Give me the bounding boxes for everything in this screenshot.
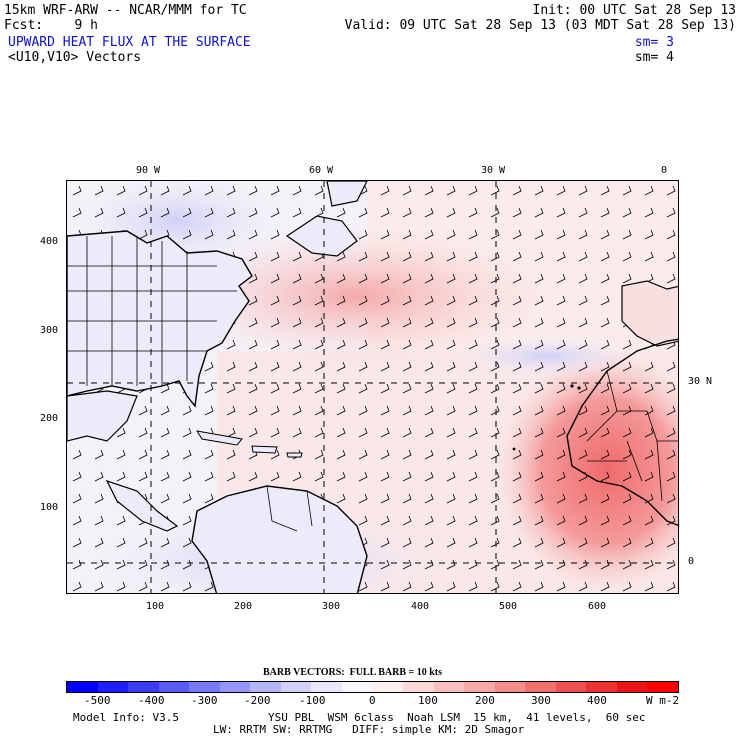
valid-time: Valid: 09 UTC Sat 28 Sep 13 (03 MDT Sat … [344,18,736,33]
color-scale-swatch [189,682,220,692]
color-scale-swatch [128,682,159,692]
level-label: 100 [418,694,438,707]
color-scale-swatch [158,682,190,692]
graticule [67,181,678,593]
y-tick-300: 300 [40,325,59,336]
field-smoothing: sm= 3 [634,35,674,50]
color-scale-swatch [311,682,342,692]
color-scale-swatch [372,682,404,692]
south-america [191,485,368,593]
lat-label-30n: 30 N [688,376,713,387]
color-scale-swatch [67,682,98,692]
color-scale-swatch [280,682,312,692]
level-label: -400 [138,694,165,707]
color-scale-swatch [586,682,617,692]
color-scale-swatch [341,682,373,692]
color-scale [66,681,679,693]
x-tick-400: 400 [411,601,430,612]
lon-label-30w: 30 W [481,165,506,176]
physics-line-1: YSU PBL WSM 6class Noah LSM 15 km, 41 le… [268,711,646,724]
x-tick-100: 100 [146,601,165,612]
color-scale-swatch [433,682,465,692]
model-info: Model Info: V3.5 [73,711,179,724]
level-label: 400 [587,694,607,707]
color-scale-swatch [555,682,587,692]
north-america [67,230,253,408]
color-scale-swatch [219,682,251,692]
model-title: 15km WRF-ARW -- NCAR/MMM for TC [4,3,247,18]
x-tick-200: 200 [234,601,253,612]
field-title: UPWARD HEAT FLUX AT THE SURFACE [8,35,251,50]
init-time: Init: 00 UTC Sat 28 Sep 13 [532,3,737,18]
color-scale-swatch [616,682,648,692]
color-scale-swatch [403,682,434,692]
vector-title: <U10,V10> Vectors [8,50,142,65]
level-label: -100 [299,694,326,707]
units-label: W m-2 [646,694,680,707]
x-tick-500: 500 [499,601,518,612]
barb-legend-title: BARB VECTORS: FULL BARB = 10 kts [263,667,442,678]
lat-label-0: 0 [688,556,695,567]
color-scale-swatch [250,682,281,692]
heat-flux-map [66,180,679,594]
level-label: 200 [475,694,495,707]
color-scale-swatch [97,682,129,692]
vector-smoothing: sm= 4 [634,50,674,65]
y-tick-100: 100 [40,502,59,513]
lon-label-90w: 90 W [136,165,161,176]
color-scale-swatch [525,682,556,692]
level-label: 300 [531,694,551,707]
lon-label-60w: 60 W [309,165,334,176]
lon-label-0: 0 [661,165,668,176]
level-label: 0 [369,694,376,707]
color-scale-swatch [464,682,495,692]
y-tick-400: 400 [40,236,59,247]
color-scale-swatch [494,682,526,692]
level-label: -500 [84,694,111,707]
x-tick-600: 600 [588,601,607,612]
forecast-hour: Fcst: 9 h [4,18,98,33]
level-label: -300 [191,694,218,707]
x-tick-300: 300 [322,601,341,612]
color-scale-swatch [647,682,678,692]
map-canvas [67,181,678,593]
west-africa [566,338,678,526]
iberia [621,280,678,347]
physics-line-2: LW: RRTM SW: RRTMG DIFF: simple KM: 2D S… [213,723,525,736]
level-label: -200 [244,694,271,707]
y-tick-200: 200 [40,413,59,424]
